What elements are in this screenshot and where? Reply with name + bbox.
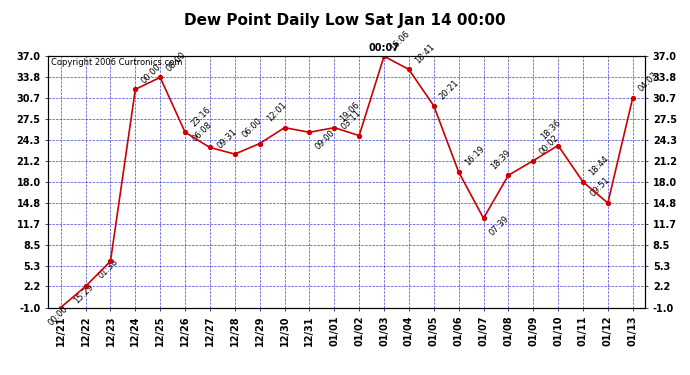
Text: 20:21: 20:21 (438, 78, 461, 102)
Text: 06:00: 06:00 (240, 116, 264, 140)
Text: 18:39: 18:39 (489, 148, 512, 171)
Text: 03:11: 03:11 (339, 108, 363, 131)
Text: 00:00: 00:00 (139, 62, 163, 85)
Text: 00:07: 00:07 (368, 43, 400, 53)
Text: 16:06: 16:06 (388, 29, 411, 52)
Text: 00:02: 00:02 (538, 134, 560, 156)
Text: Dew Point Daily Low Sat Jan 14 00:00: Dew Point Daily Low Sat Jan 14 00:00 (184, 13, 506, 28)
Text: 16:19: 16:19 (463, 144, 486, 168)
Text: 00:00: 00:00 (47, 304, 70, 327)
Text: 18:44: 18:44 (587, 154, 611, 178)
Text: 12:01: 12:01 (265, 100, 288, 123)
Text: 09:00: 09:00 (313, 129, 337, 152)
Text: 18:36: 18:36 (539, 118, 562, 141)
Text: 09:51: 09:51 (589, 176, 611, 199)
Text: 07:39: 07:39 (488, 214, 511, 238)
Text: 06:08: 06:08 (190, 120, 214, 143)
Text: 04:03: 04:03 (637, 70, 660, 94)
Text: 01:38: 01:38 (97, 257, 120, 280)
Text: 09:31: 09:31 (215, 127, 239, 150)
Text: Copyright 2006 Curtronics.com: Copyright 2006 Curtronics.com (51, 57, 183, 66)
Text: 23:16: 23:16 (189, 105, 213, 128)
Text: 08:00: 08:00 (164, 50, 188, 73)
Text: 18:41: 18:41 (413, 42, 436, 65)
Text: 15:29: 15:29 (72, 283, 95, 306)
Text: 19:06: 19:06 (339, 100, 362, 123)
